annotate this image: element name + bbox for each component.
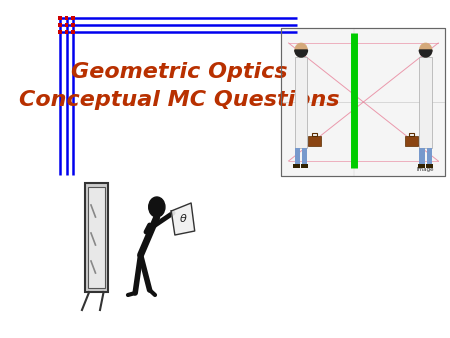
Bar — [58, 23, 62, 27]
Circle shape — [419, 43, 432, 57]
Bar — [71, 16, 75, 20]
Bar — [295, 148, 300, 164]
Polygon shape — [171, 203, 195, 235]
Bar — [302, 148, 307, 164]
Text: Image: Image — [417, 167, 434, 172]
Bar — [312, 133, 317, 136]
Bar — [71, 23, 75, 27]
Bar — [281, 28, 446, 176]
Wedge shape — [295, 50, 307, 57]
Bar — [409, 133, 414, 136]
Bar — [419, 57, 432, 148]
Bar — [65, 16, 68, 20]
Text: Conceptual MC Questions: Conceptual MC Questions — [19, 90, 340, 110]
Circle shape — [295, 43, 307, 57]
Bar — [65, 30, 68, 34]
Bar — [308, 136, 321, 146]
FancyBboxPatch shape — [85, 183, 108, 292]
Bar — [426, 164, 433, 168]
Bar — [71, 30, 75, 34]
Bar — [418, 164, 425, 168]
Bar — [405, 136, 418, 146]
Bar — [88, 187, 104, 288]
Bar — [427, 148, 432, 164]
Wedge shape — [419, 50, 432, 57]
Bar — [58, 30, 62, 34]
Bar — [301, 164, 308, 168]
Ellipse shape — [148, 197, 165, 217]
Text: Geometric Optics: Geometric Optics — [71, 62, 288, 82]
Bar — [295, 57, 307, 148]
Bar — [293, 164, 300, 168]
Text: $\theta$: $\theta$ — [179, 212, 187, 224]
Bar — [58, 16, 62, 20]
Bar — [65, 23, 68, 27]
Bar — [281, 28, 446, 176]
Bar — [419, 148, 425, 164]
